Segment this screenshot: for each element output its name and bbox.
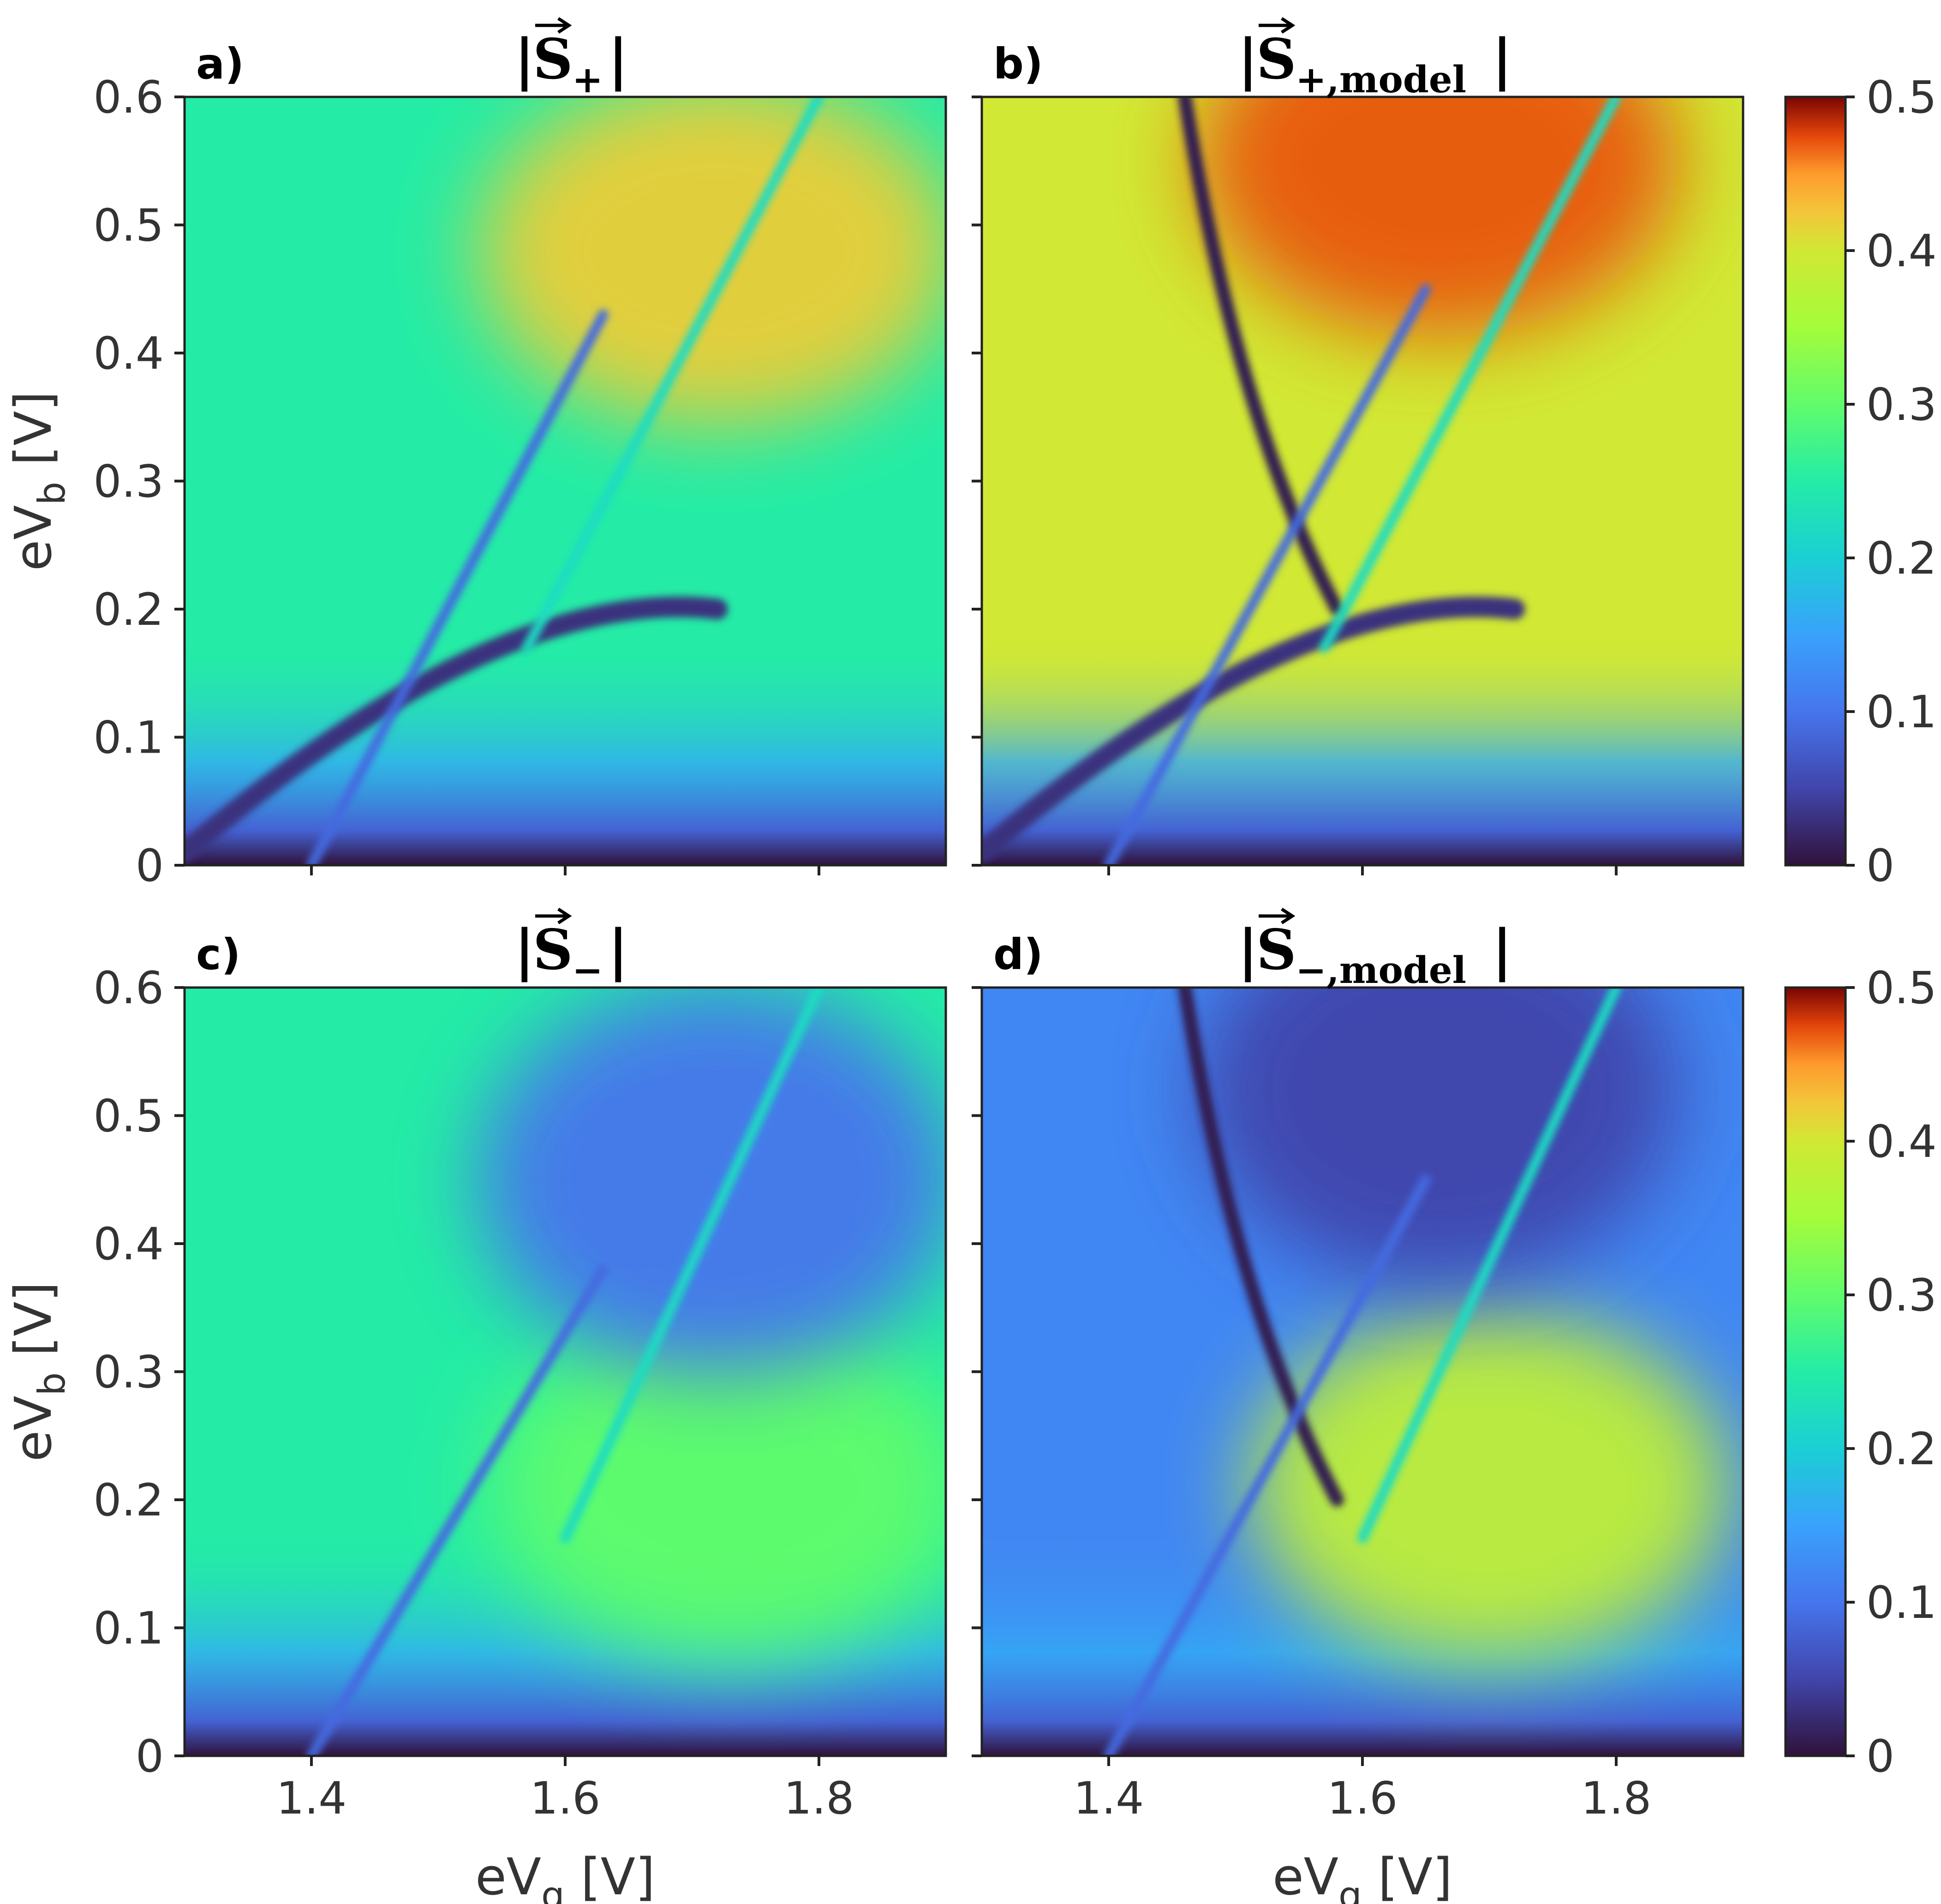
svg-text:|: | xyxy=(1238,917,1258,982)
y-tick-label: 0.1 xyxy=(93,1603,164,1654)
dark-curve xyxy=(1178,97,1344,616)
colorbar-tick-label: 0 xyxy=(1866,840,1894,892)
high-value-region xyxy=(478,97,946,426)
x-tick-label: 1.6 xyxy=(1327,1772,1398,1824)
heatmap-plot-area xyxy=(185,988,946,1756)
low-value-region xyxy=(1199,988,1678,1284)
svg-text:|: | xyxy=(1238,27,1258,92)
dark-curve xyxy=(1178,988,1344,1507)
heatmap-plot-area xyxy=(982,988,1743,1756)
panel-a: 00.10.20.30.40.50.6a) |S+ |eVb [V] xyxy=(4,17,947,892)
svg-text:|: | xyxy=(514,27,535,92)
high-value-region xyxy=(490,1311,946,1663)
heatmap-plot-area xyxy=(185,97,946,865)
x-tick-label: 1.6 xyxy=(530,1772,601,1824)
colorbar-gradient xyxy=(1784,986,1847,1757)
svg-text:|: | xyxy=(1492,917,1512,982)
panel-letter: a) xyxy=(196,39,244,89)
panel-letter: b) xyxy=(993,39,1043,89)
resonance-line xyxy=(1104,1174,1431,1756)
svg-text:S: S xyxy=(533,917,573,982)
x-axis-label: eVg [V] xyxy=(475,1847,655,1904)
vector-arrow-icon xyxy=(535,908,572,924)
resonance-line xyxy=(1104,284,1431,865)
colorbar-tick-label: 0.2 xyxy=(1866,533,1937,584)
colorbar-tick-label: 0.5 xyxy=(1866,962,1937,1014)
high-value-region xyxy=(1249,1311,1729,1663)
x-tick-label: 1.8 xyxy=(784,1772,854,1824)
panel-title: |S+,model | xyxy=(1238,17,1512,101)
y-tick-label: 0.2 xyxy=(93,584,164,635)
panel-c: 00.10.20.30.40.50.61.4 1.6 1.8c) |S− |eVb [V… xyxy=(4,908,947,1904)
resonance-line xyxy=(1319,97,1621,653)
y-tick-label: 0.2 xyxy=(93,1474,164,1526)
colorbar-tick-label: 0.1 xyxy=(1866,686,1937,738)
svg-text:|: | xyxy=(514,917,535,982)
bottom-gradient xyxy=(982,635,1743,865)
vector-arrow-icon xyxy=(1259,17,1296,34)
svg-text:+,model: +,model xyxy=(1296,58,1466,101)
y-axis-label: eVb [V] xyxy=(4,1282,73,1462)
low-value-region xyxy=(478,988,946,1374)
svg-text:S: S xyxy=(533,27,573,92)
y-tick-label: 0.5 xyxy=(93,1090,164,1142)
heatmap-plot-area xyxy=(982,97,1743,865)
panel-letter: c) xyxy=(196,930,241,979)
colorbar-tick-label: 0.4 xyxy=(1866,225,1937,277)
y-axis-label: eVb [V] xyxy=(4,391,73,571)
dark-arc xyxy=(982,596,1525,863)
svg-text:+: + xyxy=(572,58,603,101)
y-tick-label: 0.5 xyxy=(93,200,164,251)
y-tick-label: 0.3 xyxy=(93,1347,164,1398)
svg-text:|: | xyxy=(608,27,628,92)
x-tick-label: 1.8 xyxy=(1581,1772,1652,1824)
vector-arrow-icon xyxy=(1259,908,1296,924)
resonance-line xyxy=(560,988,824,1544)
y-tick-label: 0.4 xyxy=(93,328,164,379)
svg-text:−,model: −,model xyxy=(1296,948,1466,992)
colorbar-tick-label: 0.3 xyxy=(1866,1269,1937,1321)
colorbar-tick-label: 0 xyxy=(1866,1730,1894,1782)
dark-arc xyxy=(185,596,728,863)
svg-text:|: | xyxy=(1492,27,1512,92)
panel-title: |S−,model | xyxy=(1238,908,1512,992)
x-tick-label: 1.4 xyxy=(1074,1772,1144,1824)
y-tick-label: 0.3 xyxy=(93,456,164,508)
y-tick-label: 0.4 xyxy=(93,1218,164,1270)
colorbar-tick-label: 0.2 xyxy=(1866,1423,1937,1475)
y-tick-label: 0.6 xyxy=(93,72,164,123)
y-tick-label: 0.1 xyxy=(93,712,164,764)
x-axis-label: eVg [V] xyxy=(1272,1847,1452,1904)
high-value-region xyxy=(1199,97,1678,336)
resonance-line xyxy=(306,309,609,865)
resonance-line xyxy=(522,97,824,653)
colorbar: 0 0.1 0.2 0.3 0.4 0.5 xyxy=(1784,962,1937,1782)
resonance-line xyxy=(306,1264,609,1756)
bottom-gradient xyxy=(185,635,946,865)
panel-b: b) |S+,model |00.10.20.30.40.5 xyxy=(972,17,1937,892)
resonance-line xyxy=(1357,988,1621,1544)
vector-arrow-icon xyxy=(535,17,572,34)
colorbar: 0 0.1 0.2 0.3 0.4 0.5 xyxy=(1784,72,1937,892)
svg-text:S: S xyxy=(1256,917,1296,982)
svg-text:−: − xyxy=(572,948,603,992)
panel-title: |S− | xyxy=(514,908,628,992)
svg-text:S: S xyxy=(1256,27,1296,92)
colorbar-tick-label: 0.3 xyxy=(1866,379,1937,431)
colorbar-tick-label: 0.5 xyxy=(1866,72,1937,123)
panel-d: 1.4 1.6 1.8d) |S−,model |eVg [V]00.10.20.30.… xyxy=(972,908,1937,1904)
x-tick-label: 1.4 xyxy=(276,1772,347,1824)
colorbar-tick-label: 0.4 xyxy=(1866,1116,1937,1168)
panel-title: |S+ | xyxy=(514,17,628,101)
y-tick-label: 0 xyxy=(136,1730,164,1782)
colorbar-tick-label: 0.1 xyxy=(1866,1577,1937,1629)
y-tick-label: 0.6 xyxy=(93,962,164,1014)
panel-letter: d) xyxy=(993,930,1043,979)
colorbar-gradient xyxy=(1784,96,1847,867)
y-tick-label: 0 xyxy=(136,840,164,892)
svg-text:|: | xyxy=(608,917,628,982)
